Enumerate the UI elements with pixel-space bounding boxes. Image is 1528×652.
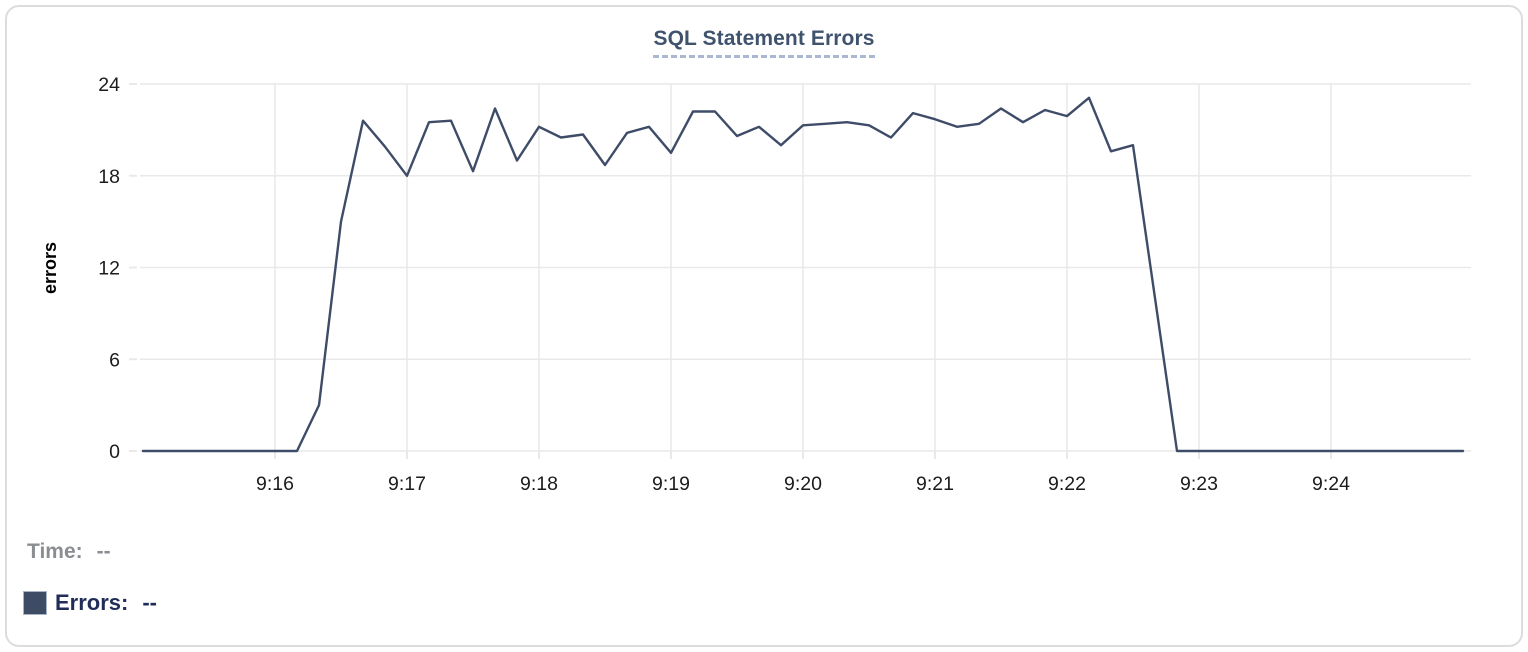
x-tick-label: 9:21 bbox=[916, 473, 954, 495]
panel-title-wrap: SQL Statement Errors bbox=[0, 27, 1528, 58]
legend-errors-label: Errors: bbox=[55, 590, 129, 615]
errors-line-chart[interactable]: 0 6 12 18 24 9:16 9:17 9:18 9:19 9:20 9:21 9:22 9:23… bbox=[0, 0, 1528, 505]
panel-title[interactable]: SQL Statement Errors bbox=[653, 27, 875, 58]
y-tick-label: 6 bbox=[109, 349, 120, 371]
legend-time-row: Time: -- bbox=[27, 540, 111, 564]
x-tick-label: 9:16 bbox=[256, 473, 294, 495]
y-axis-title: errors bbox=[40, 242, 60, 294]
y-tick-label: 0 bbox=[109, 441, 120, 463]
axis-ticks-and-labels: 0 6 12 18 24 9:16 9:17 9:18 9:19 9:20 9:21 9:22 9:23… bbox=[98, 74, 1350, 495]
plot-gridlines bbox=[140, 83, 1471, 452]
x-tick-label: 9:20 bbox=[784, 473, 822, 495]
x-tick-label: 9:17 bbox=[388, 473, 426, 495]
chart-panel-card bbox=[5, 5, 1523, 647]
y-tick-label: 18 bbox=[98, 166, 120, 188]
legend-errors-row[interactable]: Errors: -- bbox=[23, 590, 157, 616]
y-tick-label: 12 bbox=[98, 258, 120, 280]
errors-series-line bbox=[141, 96, 1465, 453]
x-tick-label: 9:19 bbox=[652, 473, 690, 495]
errors-series-swatch[interactable] bbox=[23, 591, 47, 615]
x-tick-label: 9:18 bbox=[520, 473, 558, 495]
legend-errors-value: -- bbox=[142, 590, 158, 615]
x-tick-label: 9:22 bbox=[1048, 473, 1086, 495]
y-tick-label: 24 bbox=[98, 74, 120, 96]
x-tick-label: 9:24 bbox=[1312, 473, 1350, 495]
legend-time-value: -- bbox=[96, 540, 111, 563]
x-tick-label: 9:23 bbox=[1180, 473, 1218, 495]
legend-time-label: Time: bbox=[27, 540, 83, 563]
